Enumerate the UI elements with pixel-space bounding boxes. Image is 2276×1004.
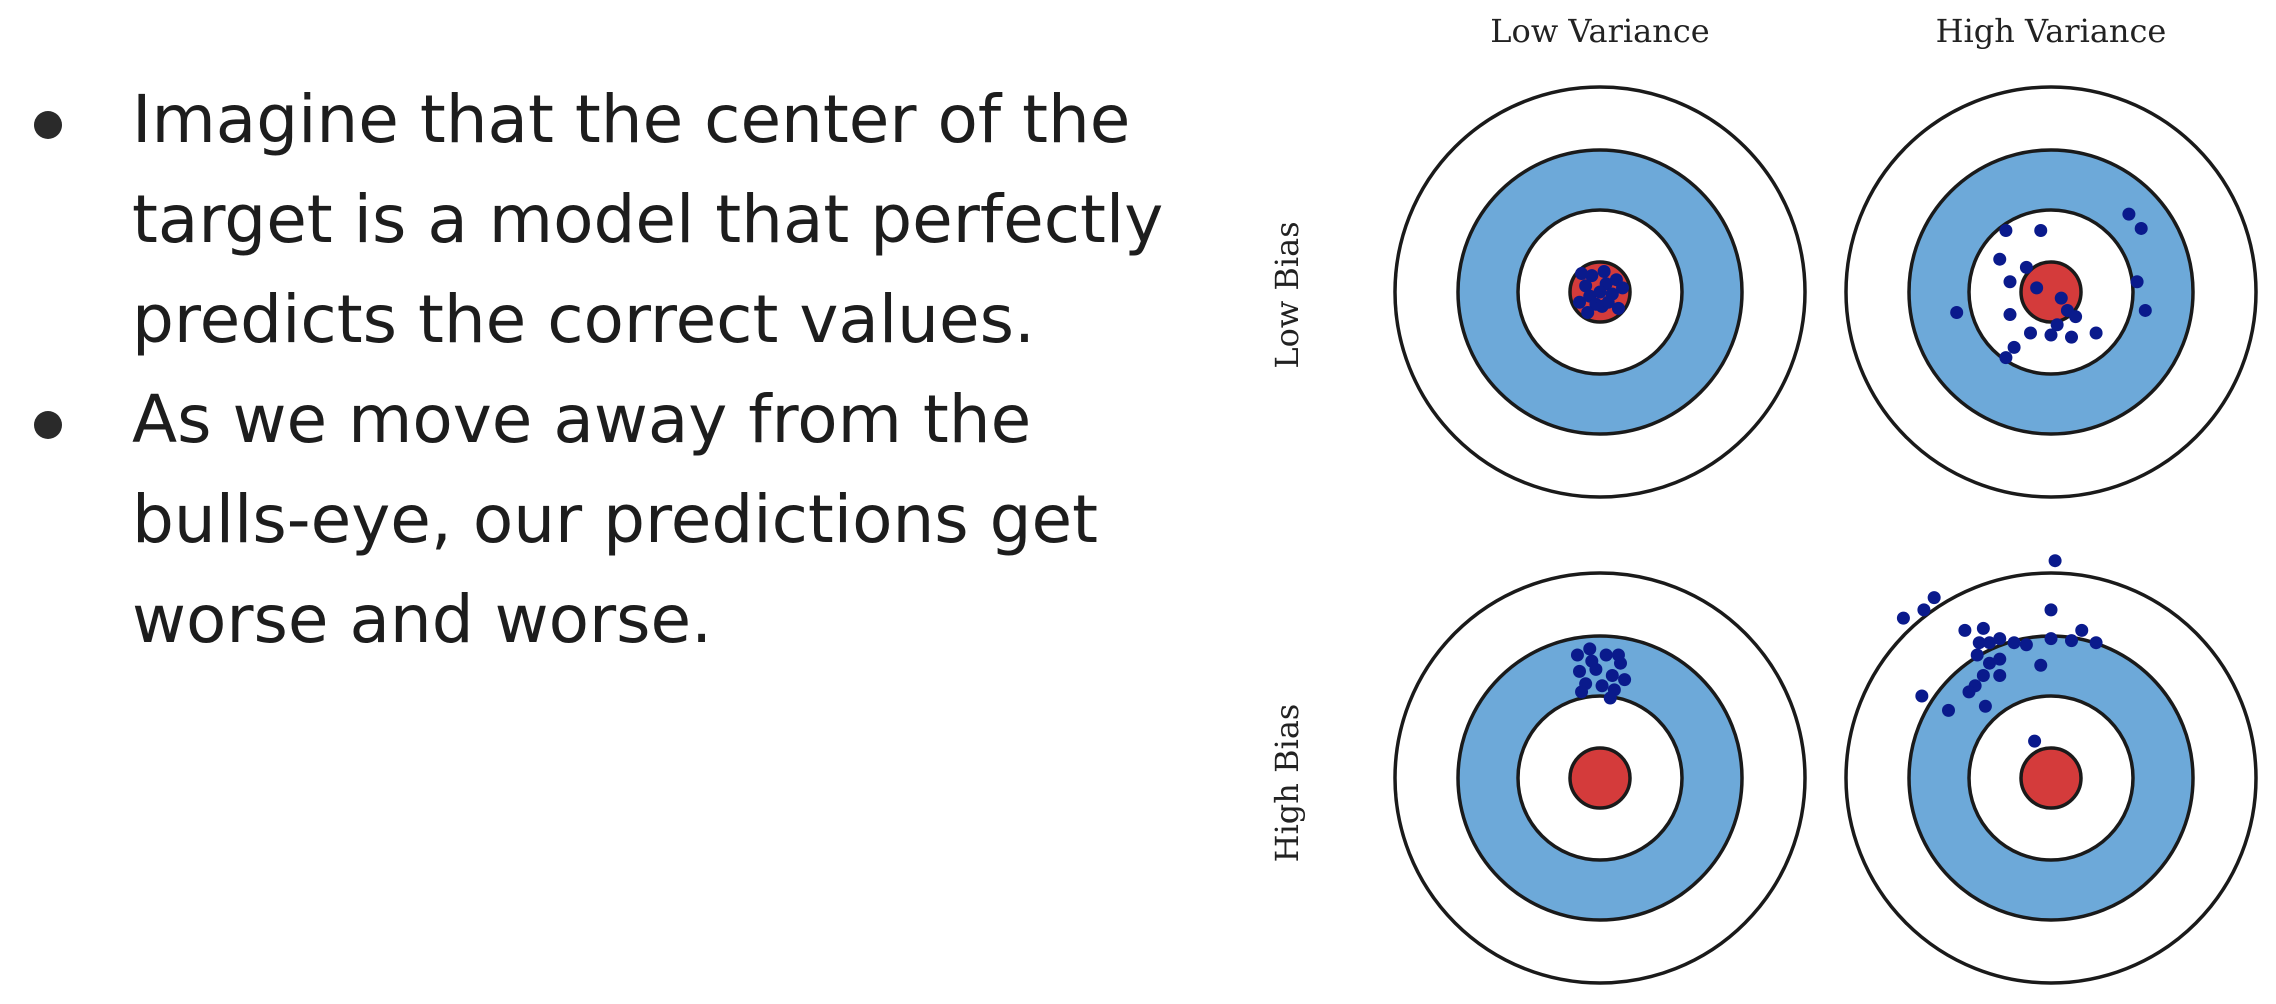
prediction-point bbox=[1603, 691, 1617, 705]
prediction-point bbox=[2044, 632, 2058, 646]
prediction-point bbox=[2003, 275, 2017, 289]
prediction-point bbox=[1611, 301, 1625, 315]
column-header-high-variance: High Variance bbox=[1936, 12, 2167, 50]
bullet-dot-icon bbox=[34, 411, 62, 439]
row-header-high-bias: High Bias bbox=[1268, 704, 1306, 863]
target-high-bias-high-variance bbox=[1844, 554, 2258, 985]
prediction-point bbox=[2034, 224, 2048, 237]
prediction-point bbox=[1570, 648, 1584, 662]
prediction-point bbox=[2065, 634, 2078, 648]
bullet-item: As we move away from the bulls-eye, our … bbox=[0, 370, 1230, 670]
prediction-point bbox=[1593, 285, 1607, 299]
prediction-point bbox=[1993, 669, 2007, 682]
prediction-point bbox=[1983, 656, 1996, 670]
bullet-text: As we move away from the bulls-eye, our … bbox=[132, 381, 1099, 658]
prediction-point bbox=[1927, 591, 1941, 605]
prediction-point bbox=[1915, 689, 1929, 703]
prediction-point bbox=[1573, 295, 1586, 309]
prediction-point bbox=[2007, 340, 2021, 354]
prediction-point bbox=[1896, 611, 1910, 625]
prediction-point bbox=[1575, 685, 1589, 699]
column-header-low-variance: Low Variance bbox=[1490, 12, 1709, 50]
bullseye bbox=[2019, 746, 2083, 810]
prediction-point bbox=[1976, 669, 1990, 682]
prediction-point bbox=[2030, 281, 2044, 295]
prediction-point bbox=[1611, 648, 1625, 662]
prediction-point bbox=[1575, 267, 1589, 281]
prediction-point bbox=[1978, 699, 1992, 713]
prediction-point bbox=[1573, 664, 1586, 678]
bullet-list: Imagine that the center of the target is… bbox=[0, 70, 1230, 670]
prediction-point bbox=[1958, 623, 1972, 637]
prediction-point bbox=[1942, 703, 1955, 717]
prediction-point bbox=[1585, 269, 1599, 283]
target-high-bias-low-variance bbox=[1393, 571, 1807, 985]
bullseye bbox=[1568, 746, 1632, 810]
bullet-dot-icon bbox=[34, 111, 62, 139]
prediction-point bbox=[2048, 554, 2062, 568]
bullet-text: Imagine that the center of the target is… bbox=[132, 81, 1164, 358]
prediction-point bbox=[1595, 679, 1609, 693]
prediction-point bbox=[1983, 636, 1996, 650]
prediction-point bbox=[2134, 221, 2148, 235]
prediction-point bbox=[1962, 685, 1976, 699]
prediction-point bbox=[2089, 326, 2103, 340]
prediction-point bbox=[2044, 328, 2058, 342]
prediction-point bbox=[2050, 318, 2064, 332]
prediction-point bbox=[2003, 308, 2017, 322]
prediction-point bbox=[1972, 636, 1986, 650]
prediction-point bbox=[1583, 642, 1597, 656]
prediction-point bbox=[1616, 281, 1630, 295]
prediction-point bbox=[1970, 648, 1984, 662]
prediction-point bbox=[2044, 603, 2058, 617]
bias-variance-svg: Low Variance High Variance Low Bias High… bbox=[1268, 12, 2258, 985]
prediction-point bbox=[2130, 275, 2144, 289]
prediction-point bbox=[1976, 621, 1990, 635]
prediction-point bbox=[1599, 648, 1613, 662]
bias-variance-diagram: Low Variance High Variance Low Bias High… bbox=[1230, 0, 2276, 1004]
prediction-point bbox=[2138, 303, 2152, 317]
prediction-point bbox=[2065, 330, 2078, 344]
prediction-point bbox=[1993, 632, 2007, 646]
bullet-item: Imagine that the center of the target is… bbox=[0, 70, 1230, 370]
target-low-bias-low-variance bbox=[1393, 85, 1807, 499]
prediction-point bbox=[2075, 623, 2089, 637]
prediction-point bbox=[1993, 252, 2007, 266]
prediction-point bbox=[1601, 295, 1615, 309]
prediction-point bbox=[2054, 291, 2068, 305]
prediction-point bbox=[1999, 351, 2013, 365]
prediction-point bbox=[1605, 669, 1619, 682]
prediction-point bbox=[2034, 658, 2048, 672]
prediction-point bbox=[2024, 326, 2037, 340]
prediction-point bbox=[1597, 265, 1611, 278]
targets-group bbox=[1393, 85, 2258, 985]
prediction-point bbox=[2122, 207, 2136, 221]
prediction-point bbox=[1917, 603, 1931, 617]
prediction-point bbox=[2019, 260, 2033, 274]
target-low-bias-high-variance bbox=[1844, 85, 2258, 499]
prediction-point bbox=[1585, 654, 1599, 668]
prediction-point bbox=[2019, 638, 2033, 652]
prediction-point bbox=[2069, 310, 2083, 324]
prediction-point bbox=[1993, 652, 2007, 666]
prediction-point bbox=[1999, 224, 2013, 237]
prediction-point bbox=[1950, 306, 1964, 319]
prediction-point bbox=[2007, 636, 2021, 650]
prediction-point bbox=[2089, 636, 2103, 650]
prediction-point bbox=[1581, 306, 1595, 319]
row-header-low-bias: Low Bias bbox=[1268, 221, 1306, 368]
prediction-point bbox=[1579, 279, 1593, 293]
prediction-point bbox=[1618, 673, 1632, 687]
prediction-point bbox=[2028, 734, 2042, 748]
